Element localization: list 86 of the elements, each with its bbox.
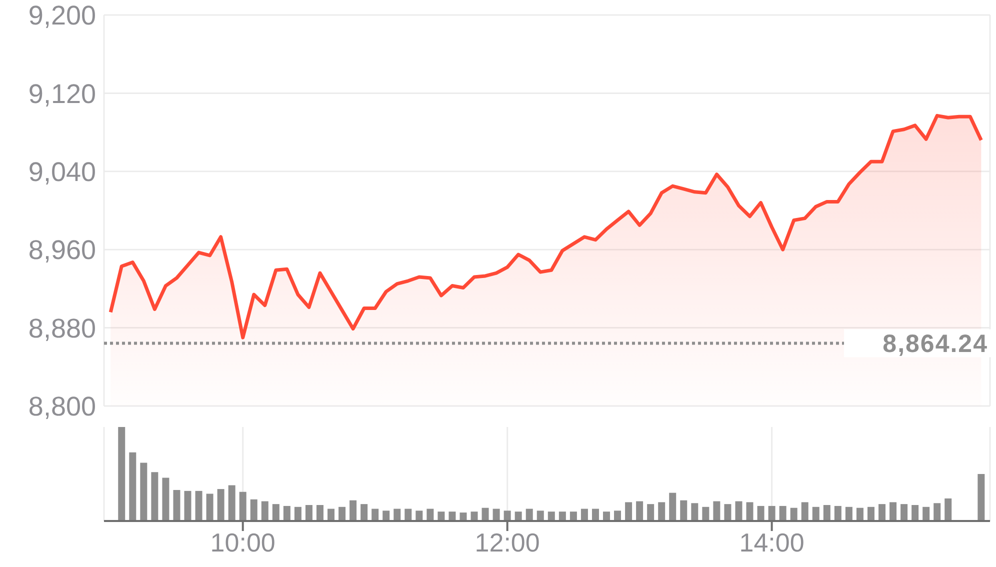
bar: [867, 506, 874, 521]
bar: [934, 503, 941, 521]
bar: [372, 508, 379, 521]
bar: [526, 508, 533, 521]
bar: [713, 501, 720, 521]
bar: [438, 512, 445, 521]
bar: [228, 485, 236, 521]
bar: [328, 508, 335, 521]
bar: [890, 502, 897, 521]
bar: [151, 472, 158, 521]
bar: [129, 452, 136, 521]
bar: [350, 500, 357, 521]
bar: [735, 501, 742, 521]
bar: [900, 504, 908, 521]
y-tick-label: 9,040: [28, 156, 96, 187]
bar: [162, 478, 170, 521]
bar: [580, 508, 588, 521]
bar: [658, 502, 666, 521]
bar: [878, 504, 886, 521]
bar: [779, 506, 786, 521]
bar: [944, 498, 952, 521]
x-tick-label: 10:00: [210, 527, 276, 558]
bar: [514, 512, 522, 521]
bar: [647, 504, 654, 521]
bar: [757, 506, 764, 521]
bar: [470, 512, 478, 521]
y-tick-label: 8,800: [28, 392, 96, 422]
bar: [823, 505, 830, 521]
bar: [250, 499, 258, 521]
x-tick-label: 12:00: [474, 527, 540, 558]
bar: [338, 506, 346, 521]
bar: [184, 490, 192, 521]
bar: [625, 502, 632, 521]
bar: [812, 506, 820, 521]
bar: [283, 506, 290, 521]
bar: [118, 427, 126, 521]
bar: [448, 512, 456, 521]
bar: [912, 505, 919, 521]
bar: [978, 474, 985, 521]
bar: [592, 508, 599, 521]
bar: [206, 494, 214, 521]
bar: [536, 510, 544, 521]
bar: [404, 508, 412, 521]
bar: [217, 489, 224, 521]
bar: [548, 512, 555, 521]
bar: [504, 510, 511, 521]
bar: [856, 508, 864, 521]
bar: [570, 512, 577, 521]
bar: [801, 502, 808, 521]
bar: [305, 505, 312, 521]
x-tick-label: 14:00: [739, 527, 804, 558]
bar: [845, 506, 852, 521]
bar: [834, 506, 842, 521]
bar: [382, 510, 390, 521]
bar: [140, 462, 148, 521]
bar: [272, 504, 280, 521]
bar: [316, 505, 324, 521]
bar: [702, 506, 710, 521]
y-tick-label: 8,960: [28, 235, 96, 266]
bar: [922, 506, 930, 521]
bar: [492, 508, 500, 521]
bar: [680, 500, 688, 521]
bar: [173, 490, 180, 521]
y-tick-label: 8,880: [28, 313, 96, 344]
bar: [426, 508, 434, 521]
y-tick-label: 9,200: [28, 0, 96, 31]
bar: [482, 508, 489, 521]
bar: [636, 501, 644, 521]
ref-line-label: 8,864.24: [882, 330, 988, 358]
bar: [746, 502, 754, 521]
bar: [558, 512, 566, 521]
bar: [416, 510, 423, 521]
bar: [768, 506, 776, 521]
bar: [790, 508, 798, 521]
y-tick-label: 9,120: [28, 78, 96, 109]
bar: [239, 492, 246, 521]
bar: [294, 506, 302, 521]
bar: [360, 504, 368, 521]
bar: [669, 492, 676, 521]
bar: [261, 501, 268, 521]
bar: [603, 512, 610, 521]
bar: [724, 504, 732, 521]
bar: [614, 510, 622, 521]
bar: [691, 503, 698, 521]
bar: [394, 508, 401, 521]
bar: [195, 490, 202, 521]
